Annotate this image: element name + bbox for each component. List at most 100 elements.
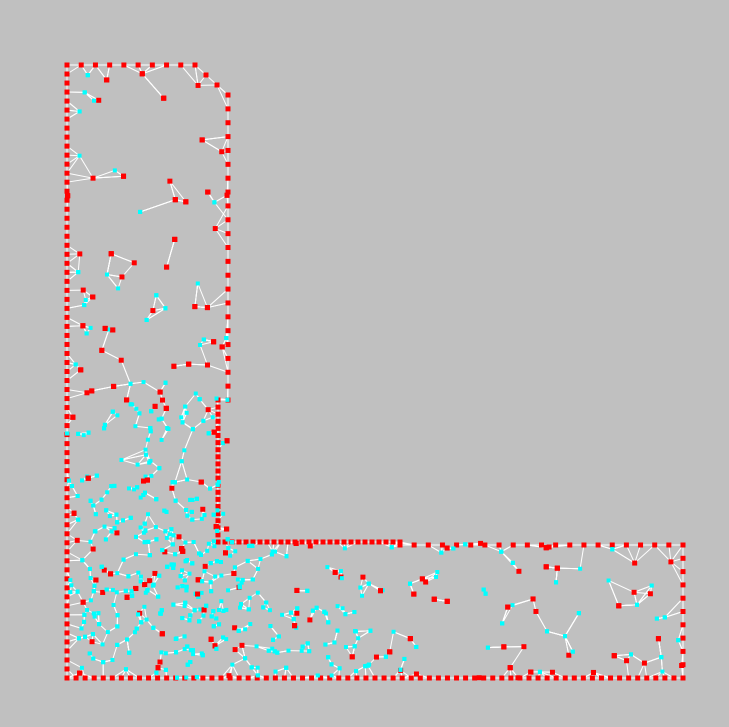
interior-node <box>655 617 659 621</box>
boundary-node <box>65 378 70 383</box>
boundary-node <box>666 543 671 548</box>
boundary-node <box>203 564 208 569</box>
boundary-node <box>65 612 70 617</box>
boundary-node <box>216 419 221 424</box>
boundary-node <box>216 504 221 509</box>
boundary-node <box>99 348 104 353</box>
interior-node <box>88 540 92 544</box>
boundary-node <box>308 543 313 548</box>
boundary-node <box>171 364 176 369</box>
interior-node <box>116 286 120 290</box>
interior-node <box>146 438 150 442</box>
boundary-node <box>65 297 70 302</box>
boundary-node <box>216 469 221 474</box>
boundary-node <box>77 251 82 256</box>
boundary-node <box>83 676 88 681</box>
interior-node <box>211 415 215 419</box>
boundary-node <box>420 576 425 581</box>
interior-node <box>336 604 340 608</box>
boundary-node <box>65 630 70 635</box>
interior-node <box>105 490 109 494</box>
interior-node <box>194 392 198 396</box>
boundary-node <box>65 126 70 131</box>
boundary-node <box>178 63 183 68</box>
boundary-node <box>107 63 112 68</box>
boundary-node <box>65 558 70 563</box>
boundary-node <box>445 546 450 551</box>
boundary-node <box>681 649 686 654</box>
boundary-node <box>545 676 550 681</box>
boundary-node <box>336 676 341 681</box>
boundary-node <box>635 676 640 681</box>
boundary-node <box>497 543 502 548</box>
boundary-node <box>226 93 231 98</box>
interior-node <box>207 542 211 546</box>
boundary-node <box>626 676 631 681</box>
boundary-node <box>681 622 686 627</box>
boundary-node <box>169 486 174 491</box>
boundary-node <box>132 260 137 265</box>
boundary-node <box>226 217 231 222</box>
boundary-node <box>65 198 70 203</box>
boundary-node <box>152 571 157 576</box>
boundary-node <box>265 540 270 545</box>
boundary-node <box>160 398 165 403</box>
mesh-edge <box>557 568 580 569</box>
interior-node <box>185 411 189 415</box>
boundary-node <box>314 540 319 545</box>
interior-node <box>85 331 89 335</box>
boundary-node <box>477 675 482 680</box>
boundary-node <box>237 540 242 545</box>
interior-node <box>196 281 200 285</box>
interior-node <box>191 652 195 656</box>
boundary-node <box>65 513 70 518</box>
interior-node <box>238 606 242 610</box>
interior-node <box>78 109 82 113</box>
boundary-node <box>65 216 70 221</box>
boundary-node <box>363 540 368 545</box>
interior-node <box>80 666 84 670</box>
boundary-node <box>472 676 477 681</box>
boundary-node <box>147 578 152 583</box>
boundary-node <box>65 360 70 365</box>
boundary-node <box>550 670 555 675</box>
boundary-node <box>644 676 649 681</box>
interior-node <box>173 552 177 556</box>
boundary-node <box>531 596 536 601</box>
interior-node <box>68 578 72 582</box>
interior-node <box>106 630 110 634</box>
interior-node <box>142 380 146 384</box>
boundary-node <box>65 639 70 644</box>
interior-node <box>168 532 172 536</box>
boundary-node <box>164 265 169 270</box>
boundary-node <box>84 390 89 395</box>
boundary-node <box>440 543 445 548</box>
boundary-node <box>65 594 70 599</box>
boundary-node <box>81 600 86 605</box>
interior-node <box>144 453 148 457</box>
interior-node <box>183 405 187 409</box>
boundary-node <box>155 676 160 681</box>
interior-node <box>511 603 515 607</box>
interior-node <box>213 575 217 579</box>
interior-node <box>226 588 230 592</box>
boundary-node <box>553 543 558 548</box>
boundary-node <box>216 454 221 459</box>
interior-node <box>145 618 149 622</box>
interior-node <box>330 673 334 677</box>
interior-node <box>84 298 88 302</box>
boundary-node <box>300 540 305 545</box>
boundary-node <box>65 567 70 572</box>
boundary-node <box>65 225 70 230</box>
interior-node <box>78 154 82 158</box>
interior-node <box>192 540 196 544</box>
interior-node <box>115 571 119 575</box>
interior-node <box>89 598 93 602</box>
interior-node <box>236 577 240 581</box>
boundary-node <box>65 540 70 545</box>
interior-node <box>339 569 343 573</box>
interior-node <box>255 644 259 648</box>
boundary-node <box>226 176 231 181</box>
boundary-node <box>391 540 396 545</box>
interior-node <box>201 419 205 423</box>
